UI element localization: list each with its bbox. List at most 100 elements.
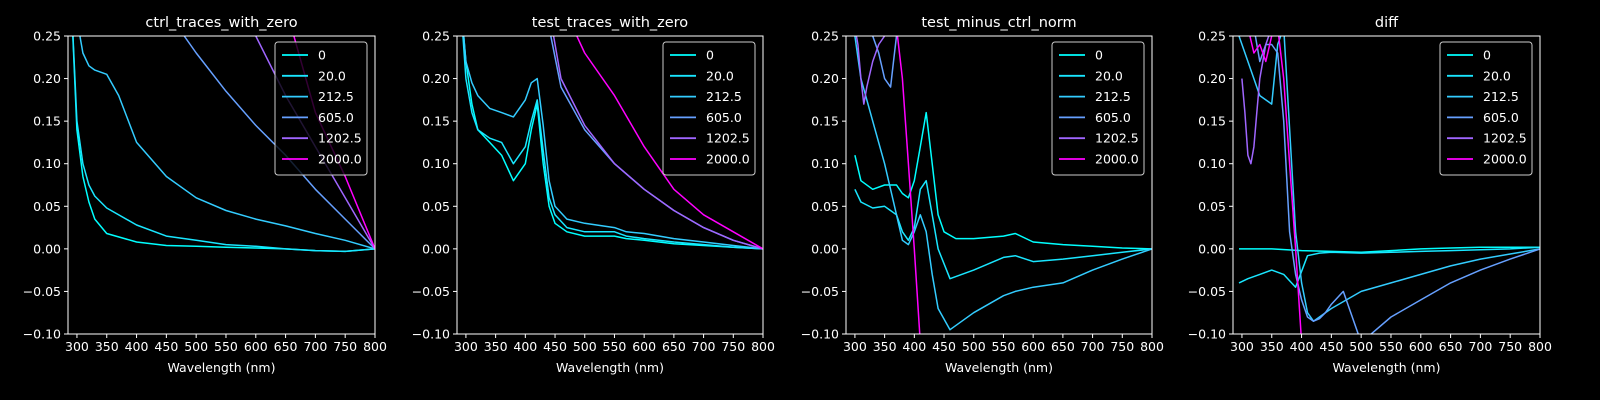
y-tick-label: 0.10 xyxy=(33,156,61,171)
x-tick-label: 400 xyxy=(902,339,926,354)
x-axis-label: Wavelength (nm) xyxy=(945,360,1053,375)
series-group xyxy=(462,36,763,250)
x-tick-label: 700 xyxy=(303,339,327,354)
series-line-0 xyxy=(854,111,1152,250)
legend-entry-label: 1202.5 xyxy=(706,131,750,146)
y-tick-label: 0.20 xyxy=(811,71,839,86)
plot-frame xyxy=(1232,35,1541,335)
legend-entry-label: 1202.5 xyxy=(318,131,362,146)
x-tick-label: 600 xyxy=(1409,339,1433,354)
series-line-5 xyxy=(576,36,763,250)
y-tick-label: 0.25 xyxy=(811,29,839,44)
y-tick-label: −0.10 xyxy=(23,327,61,342)
x-tick-label: 750 xyxy=(333,339,357,354)
legend-entry-label: 0 xyxy=(1095,48,1103,63)
chart-title: test_traces_with_zero xyxy=(532,15,689,31)
legend-entry-label: 20.0 xyxy=(706,68,734,83)
x-tick-label: 500 xyxy=(184,339,208,354)
x-tick-label: 800 xyxy=(1140,339,1164,354)
x-tick-label: 650 xyxy=(274,339,298,354)
y-tick-label: 0.25 xyxy=(33,29,61,44)
x-tick-label: 600 xyxy=(632,339,656,354)
x-axis-label: Wavelength (nm) xyxy=(1333,360,1441,375)
legend-entry-label: 2000.0 xyxy=(1483,152,1527,167)
y-tick-label: 0.10 xyxy=(811,156,839,171)
y-tick-label: 0.25 xyxy=(1198,29,1226,44)
chart-panel-2: 300 350 400 450 500 550 600 650 700 750 800 −0.10 −0… xyxy=(412,15,775,375)
x-tick-label: 750 xyxy=(721,339,745,354)
series-line-4 xyxy=(855,36,886,105)
series-line-1 xyxy=(72,36,375,253)
legend-entry-label: 20.0 xyxy=(318,68,346,83)
y-tick-label: 0.15 xyxy=(422,114,450,129)
y-tick-label: 0.15 xyxy=(811,114,839,129)
series-line-1 xyxy=(462,36,763,250)
x-tick-label: 700 xyxy=(692,339,716,354)
legend-entry-label: 605.0 xyxy=(706,110,742,125)
series-line-0 xyxy=(462,36,763,250)
y-tick-label: 0.05 xyxy=(33,199,61,214)
series-line-5 xyxy=(1249,36,1302,334)
legend-entry-label: 212.5 xyxy=(706,89,742,104)
y-tick-label: 0.20 xyxy=(422,71,450,86)
y-tick-label: 0.10 xyxy=(422,156,450,171)
series-line-2 xyxy=(1238,36,1540,322)
x-tick-label: 350 xyxy=(95,339,119,354)
x-tick-label: 750 xyxy=(1498,339,1522,354)
series-line-2 xyxy=(79,36,375,250)
x-tick-label: 450 xyxy=(543,339,567,354)
y-tick-label: 0.15 xyxy=(33,114,61,129)
legend-entry-label: 0 xyxy=(1483,48,1491,63)
chart-panel-4: 300 350 400 450 500 550 600 650 700 750 800 −0.10 −0… xyxy=(1188,15,1552,375)
legend-entry-label: 20.0 xyxy=(1483,68,1511,83)
x-axis-label: Wavelength (nm) xyxy=(556,360,664,375)
series-group xyxy=(1238,36,1540,334)
x-tick-label: 550 xyxy=(603,339,627,354)
series-line-3 xyxy=(1254,36,1540,334)
x-tick-label: 750 xyxy=(1110,339,1134,354)
x-tick-label: 600 xyxy=(244,339,268,354)
y-tick-label: −0.05 xyxy=(801,284,839,299)
legend: 0 20.0 212.5 605.0 1202.5 2000.0 xyxy=(1439,41,1533,176)
x-tick-label: 350 xyxy=(484,339,508,354)
legend-entry-label: 2000.0 xyxy=(1095,152,1139,167)
x-tick-label: 300 xyxy=(65,339,89,354)
x-tick-label: 300 xyxy=(454,339,478,354)
legend-entry-label: 605.0 xyxy=(1483,110,1519,125)
chart-title: test_minus_ctrl_norm xyxy=(921,15,1076,31)
x-tick-label: 500 xyxy=(1349,339,1373,354)
legend-entry-label: 1202.5 xyxy=(1095,131,1139,146)
legend-entry-label: 605.0 xyxy=(1095,110,1131,125)
legend-entry-label: 212.5 xyxy=(1483,89,1519,104)
y-tick-label: 0.05 xyxy=(1198,199,1226,214)
y-tick-label: 0.20 xyxy=(33,71,61,86)
y-tick-label: −0.05 xyxy=(412,284,450,299)
plot-frame xyxy=(67,35,376,335)
y-tick-label: 0.10 xyxy=(1198,156,1226,171)
y-tick-label: 0.15 xyxy=(1198,114,1226,129)
y-tick-label: −0.05 xyxy=(23,284,61,299)
chart-title: ctrl_traces_with_zero xyxy=(145,15,297,31)
legend-entry-label: 605.0 xyxy=(318,110,354,125)
series-line-2 xyxy=(854,36,1152,331)
legend-entry-label: 0 xyxy=(318,48,326,63)
series-line-5 xyxy=(896,36,921,334)
plot-frame xyxy=(456,35,764,335)
y-tick-label: 0.05 xyxy=(811,199,839,214)
x-tick-label: 800 xyxy=(751,339,775,354)
x-tick-label: 550 xyxy=(1379,339,1403,354)
x-tick-label: 350 xyxy=(1260,339,1284,354)
y-tick-label: 0.00 xyxy=(811,241,839,256)
series-line-3 xyxy=(183,36,375,250)
x-tick-label: 400 xyxy=(1290,339,1314,354)
series-line-2 xyxy=(462,36,763,250)
x-tick-label: 500 xyxy=(962,339,986,354)
y-tick-label: −0.10 xyxy=(801,327,839,342)
series-group xyxy=(854,36,1152,334)
x-tick-label: 650 xyxy=(1051,339,1075,354)
x-tick-label: 500 xyxy=(573,339,597,354)
x-tick-label: 650 xyxy=(1439,339,1463,354)
x-tick-label: 450 xyxy=(1319,339,1343,354)
x-tick-label: 300 xyxy=(843,339,867,354)
